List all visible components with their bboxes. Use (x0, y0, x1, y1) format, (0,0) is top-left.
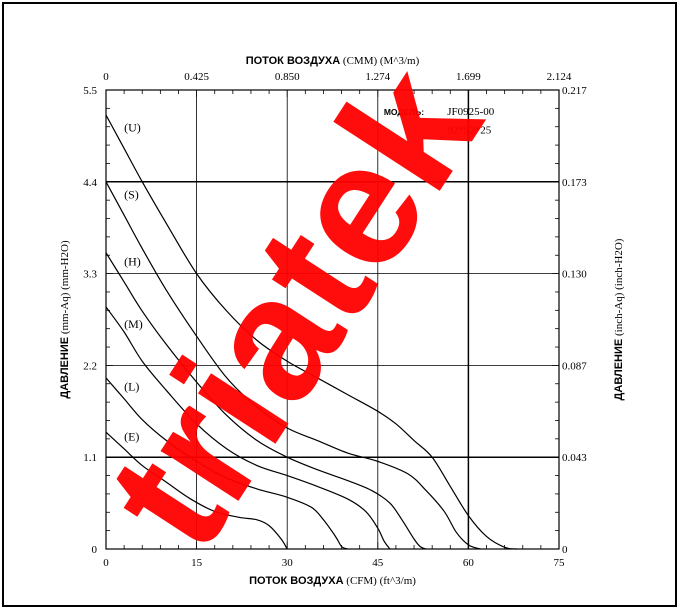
x-tick-label-bottom: 60 (463, 557, 475, 569)
curve-label-s: (S) (124, 187, 139, 201)
axis-layer: 0 15 30 45 60 750 0.425 0.850 1.274 1.699 2.12401.… (83, 71, 587, 569)
left-axis-title-units: (mm-Aq) (mm-H2O) (59, 240, 71, 337)
top-axis-title: ПОТОК ВОЗДУХА (CMM) (M^3/m) (246, 55, 420, 67)
curve-label-m: (M) (124, 317, 143, 331)
chart-frame (2, 2, 677, 607)
curve-label-l: (L) (124, 379, 139, 393)
y-tick-label-right: 0.173 (562, 177, 587, 189)
right-axis-title-units: (inch-Aq) (inch-H2O) (613, 238, 625, 339)
y-tick-label-left: 2.2 (83, 360, 97, 372)
y-tick-label-left: 4.4 (83, 177, 97, 189)
plot-border (105, 89, 560, 550)
x-tick-label-bottom: 0 (103, 557, 109, 569)
curve-label-h: (H) (124, 254, 141, 268)
curve-label-e: (E) (124, 430, 139, 444)
model-label: МОДЕЛЬ: (384, 107, 424, 117)
right-axis-title-bold: ДАВЛЕНИЕ (613, 339, 625, 401)
bottom-axis-title-bold: ПОТОК ВОЗДУХА (249, 575, 344, 587)
model-size: 92*92*25 (447, 124, 492, 136)
bottom-axis-title: ПОТОК ВОЗДУХА (CFM) (ft^3/m) (249, 575, 416, 587)
x-tick-label-top: 2.124 (547, 71, 572, 83)
model-name: JF0925-00 (447, 106, 495, 118)
curve-layer: (U) (S) (H) (M) (L) (E) (105, 114, 517, 550)
curve-h (105, 252, 427, 550)
curve-l (105, 377, 348, 550)
y-tick-label-left: 5.5 (83, 85, 97, 97)
y-tick-label-right: 0.043 (562, 452, 587, 464)
left-axis-title: ДАВЛЕНИЕ (mm-Aq) (mm-H2O) (59, 240, 71, 399)
top-axis-title-units: (CMM) (M^3/m) (340, 55, 419, 67)
y-tick-label-right: 0.087 (562, 360, 587, 372)
curve-u (105, 114, 517, 550)
curve-m (105, 306, 391, 550)
curve-label-u: (U) (124, 121, 141, 135)
bottom-axis-title-units: (CFM) (ft^3/m) (344, 575, 417, 587)
y-tick-label-right: 0.130 (562, 269, 587, 281)
left-axis-title-bold: ДАВЛЕНИЕ (59, 337, 71, 399)
x-tick-label-top: 1.699 (456, 71, 481, 83)
x-tick-label-top: 1.274 (365, 71, 390, 83)
y-tick-label-left: 1.1 (83, 452, 97, 464)
curve-e (105, 431, 288, 550)
grid-layer (106, 90, 559, 549)
x-tick-label-top: 0 (103, 71, 109, 83)
x-tick-label-top: 0.850 (275, 71, 300, 83)
x-tick-label-bottom: 30 (282, 557, 294, 569)
y-tick-label-right: 0.217 (562, 85, 587, 97)
x-tick-label-bottom: 75 (554, 557, 566, 569)
x-tick-label-bottom: 45 (372, 557, 384, 569)
y-tick-label-left: 0 (92, 544, 98, 556)
curve-s (105, 181, 481, 550)
x-tick-label-bottom: 15 (191, 557, 203, 569)
y-tick-label-right: 0 (562, 544, 568, 556)
watermark: triatek (68, 33, 518, 580)
y-tick-label-left: 3.3 (83, 269, 97, 281)
right-axis-title: ДАВЛЕНИЕ (inch-Aq) (inch-H2O) (613, 238, 625, 400)
top-axis-title-bold: ПОТОК ВОЗДУХА (246, 55, 341, 67)
x-tick-label-top: 0.425 (184, 71, 209, 83)
